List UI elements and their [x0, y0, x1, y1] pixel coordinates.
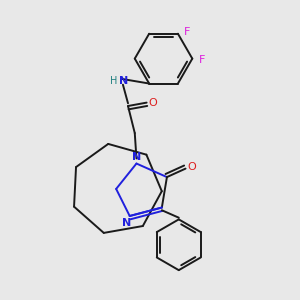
- Text: N: N: [132, 152, 141, 162]
- Text: N: N: [118, 76, 128, 85]
- Text: F: F: [184, 27, 190, 37]
- Text: F: F: [198, 55, 205, 65]
- Text: O: O: [187, 162, 196, 172]
- Text: O: O: [148, 98, 157, 108]
- Text: H: H: [110, 76, 118, 85]
- Text: N: N: [122, 218, 132, 228]
